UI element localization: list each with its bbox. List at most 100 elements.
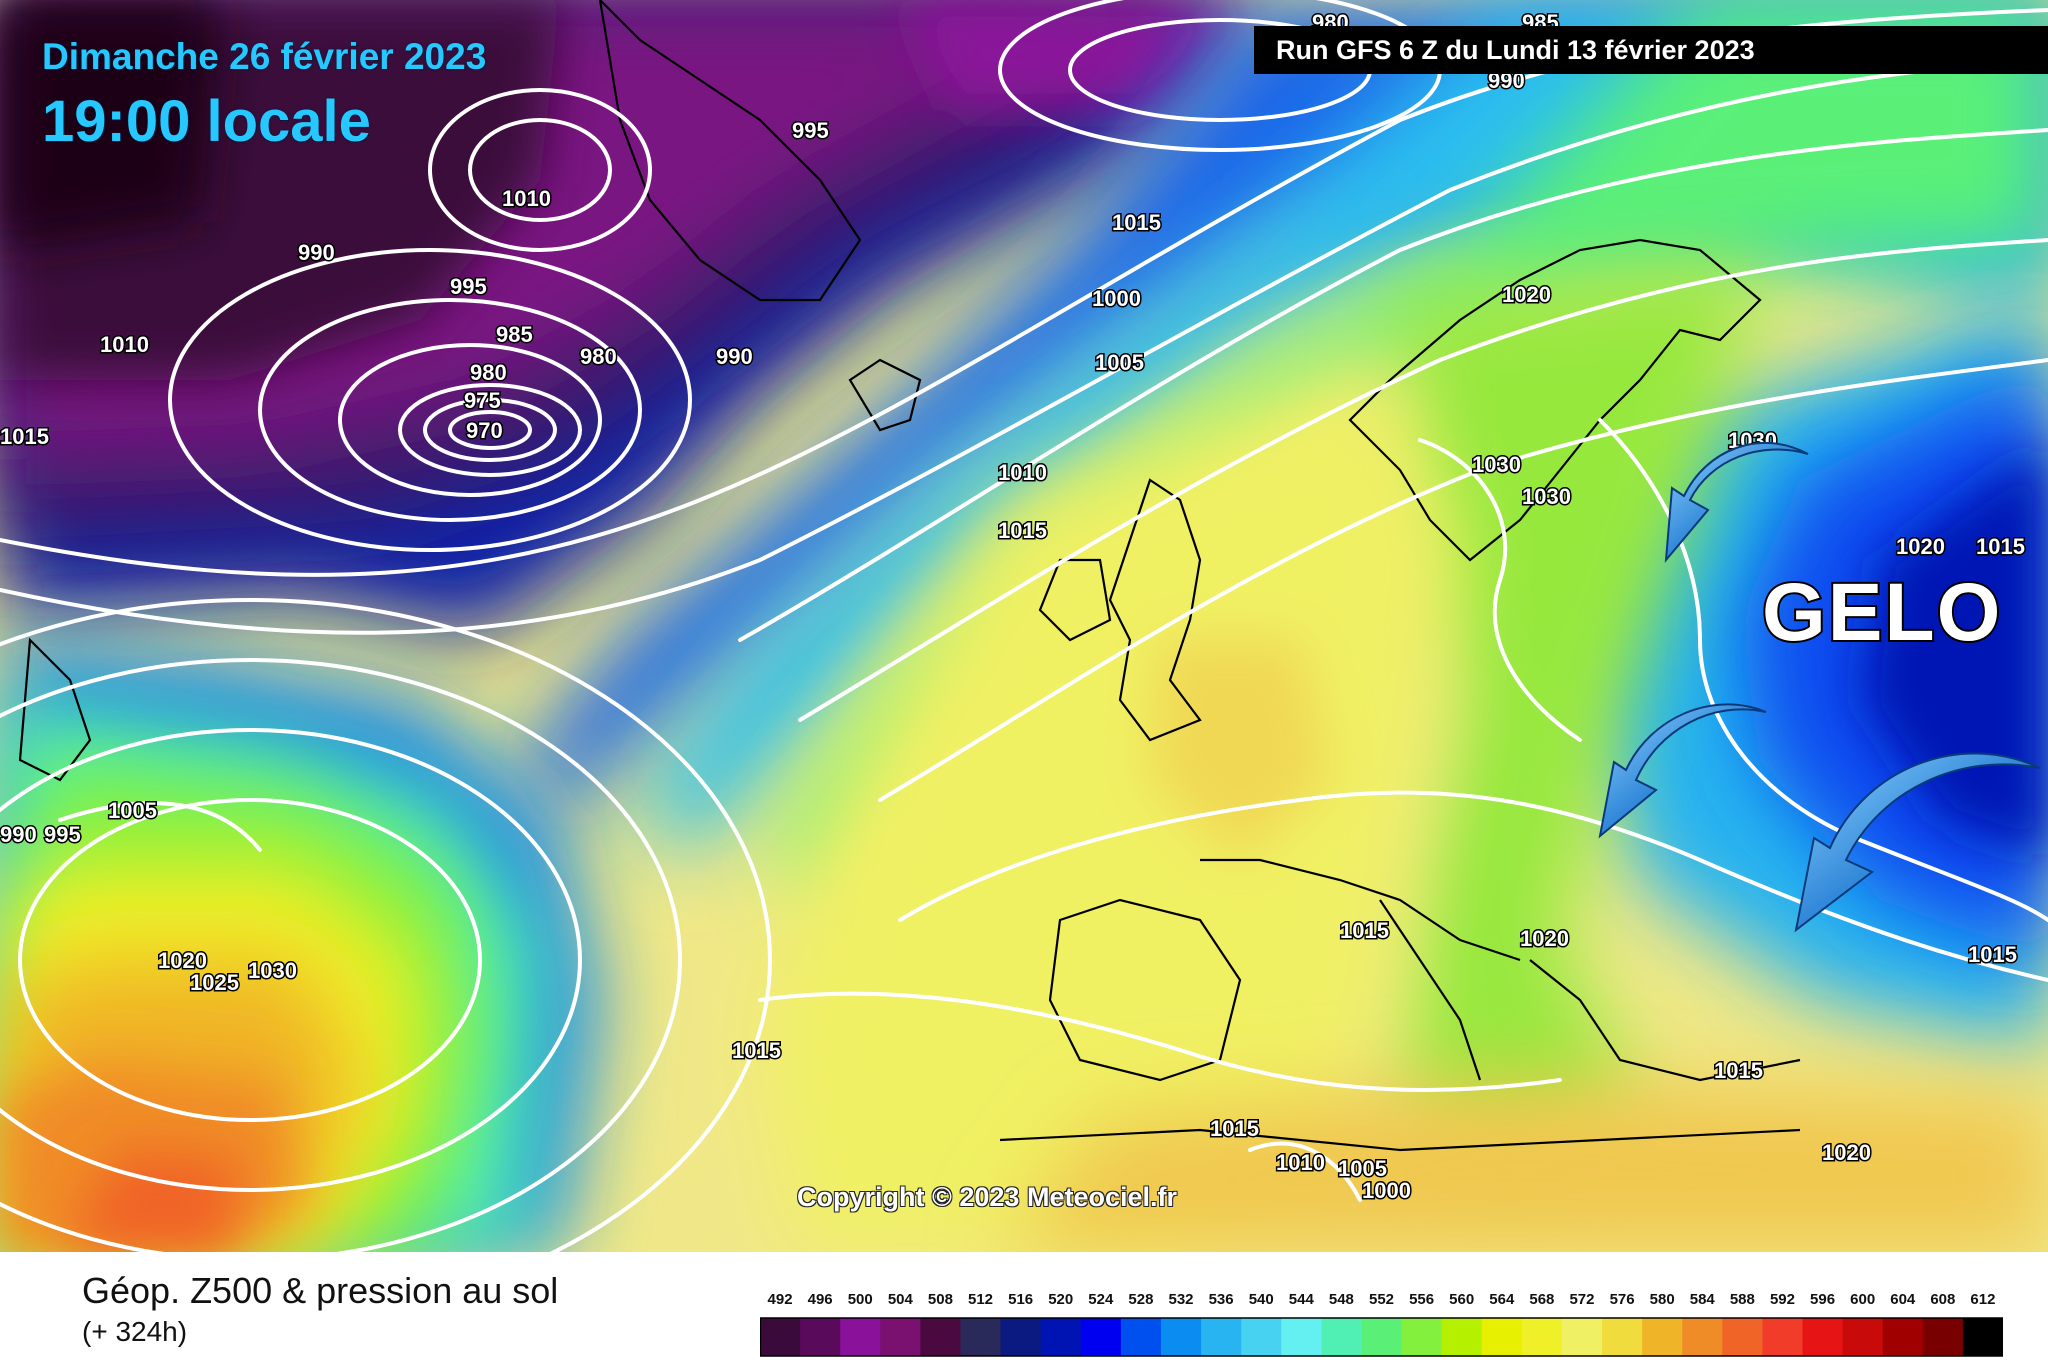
isobar-label: 990 bbox=[298, 240, 335, 265]
isobar-label: 1015 bbox=[1112, 210, 1161, 235]
isobar-label: 1015 bbox=[1340, 918, 1389, 943]
isobar-label: 1015 bbox=[998, 518, 1047, 543]
legend-label: 576 bbox=[1610, 1291, 1635, 1308]
legend-label: 520 bbox=[1048, 1291, 1073, 1308]
legend-swatch bbox=[1241, 1318, 1282, 1356]
cold-air-arrows bbox=[1598, 441, 2041, 933]
legend-swatch bbox=[1802, 1318, 1844, 1356]
legend-swatch bbox=[760, 1318, 801, 1356]
legend-label: 496 bbox=[808, 1291, 833, 1308]
isobar-label: 980 bbox=[580, 344, 617, 369]
legend-label: 540 bbox=[1249, 1291, 1274, 1308]
legend-swatch bbox=[880, 1318, 921, 1356]
isobar-label: 990 bbox=[0, 822, 37, 847]
isobar-label: 995 bbox=[450, 274, 487, 299]
legend-label: 512 bbox=[968, 1291, 993, 1308]
legend-label: 592 bbox=[1770, 1291, 1795, 1308]
legend-label: 568 bbox=[1529, 1291, 1554, 1308]
isobar-label: 1005 bbox=[108, 798, 157, 823]
legend-label: 528 bbox=[1128, 1291, 1153, 1308]
arrow-icon bbox=[1794, 752, 2041, 933]
isobar-label: 1010 bbox=[100, 332, 149, 357]
legend-swatch bbox=[1842, 1318, 1884, 1356]
legend-label: 584 bbox=[1690, 1291, 1716, 1308]
forecast-time: 19:00 locale bbox=[42, 89, 371, 154]
legend-label: 572 bbox=[1569, 1291, 1594, 1308]
legend-swatch bbox=[1361, 1318, 1403, 1356]
isobar-label: 1030 bbox=[1522, 484, 1571, 509]
isobar-label: 1005 bbox=[1338, 1156, 1387, 1181]
legend-swatch bbox=[1080, 1318, 1122, 1356]
legend-label: 596 bbox=[1810, 1291, 1835, 1308]
legend-swatch bbox=[1521, 1318, 1563, 1356]
legend-label: 548 bbox=[1329, 1291, 1354, 1308]
isobar-label: 1015 bbox=[1976, 534, 2025, 559]
isobar-label: 1020 bbox=[1520, 926, 1569, 951]
legend-swatch bbox=[1882, 1318, 1924, 1356]
copyright-notice: Copyright © 2023 Meteociel.fr bbox=[797, 1182, 1177, 1212]
isobar-label: 1015 bbox=[1714, 1058, 1763, 1083]
isobar-label: 1010 bbox=[1276, 1150, 1325, 1175]
forecast-date: Dimanche 26 février 2023 bbox=[42, 36, 487, 77]
footer-forecast-hour: (+ 324h) bbox=[82, 1316, 188, 1347]
isobar-label: 1000 bbox=[1092, 286, 1141, 311]
legend-label: 580 bbox=[1650, 1291, 1675, 1308]
isobar-label: 1015 bbox=[0, 424, 49, 449]
legend-swatch bbox=[1722, 1318, 1763, 1356]
isobar-label: 970 bbox=[466, 418, 503, 443]
gelo-annotation: GELO bbox=[1760, 565, 2003, 660]
legend-swatch bbox=[1201, 1318, 1242, 1356]
isobar-label: 1030 bbox=[248, 958, 297, 983]
isobar-label: 985 bbox=[496, 322, 533, 347]
isobar-label: 1020 bbox=[1502, 282, 1551, 307]
isobar-label: 1025 bbox=[190, 970, 239, 995]
isobar-label: 1000 bbox=[1362, 1178, 1411, 1203]
map-footer: Géop. Z500 & pression au sol (+ 324h) 49… bbox=[0, 1252, 2048, 1364]
legend-label: 516 bbox=[1008, 1291, 1033, 1308]
legend-swatch bbox=[1321, 1318, 1362, 1356]
legend-swatch bbox=[800, 1318, 841, 1356]
legend-swatch bbox=[960, 1318, 1002, 1356]
isobar-label: 995 bbox=[44, 822, 81, 847]
legend-swatch bbox=[1602, 1318, 1643, 1356]
legend-label: 492 bbox=[768, 1291, 793, 1308]
legend-frame bbox=[760, 1317, 2003, 1357]
coastlines bbox=[18, 0, 1801, 1152]
legend-label: 560 bbox=[1449, 1291, 1474, 1308]
legend-label: 524 bbox=[1088, 1291, 1114, 1308]
isobar-label: 1015 bbox=[732, 1038, 781, 1063]
isobar-label: 1010 bbox=[502, 186, 551, 211]
legend-label: 500 bbox=[848, 1291, 873, 1308]
legend-swatch bbox=[1682, 1318, 1723, 1356]
legend-swatch bbox=[1481, 1318, 1523, 1356]
legend-swatch bbox=[1762, 1318, 1804, 1356]
legend-swatch bbox=[1040, 1318, 1082, 1356]
arrow-icon bbox=[1664, 441, 1809, 564]
isobars bbox=[0, 0, 2048, 1252]
legend-label: 556 bbox=[1409, 1291, 1434, 1308]
legend-label: 508 bbox=[928, 1291, 953, 1308]
legend-swatch bbox=[1401, 1318, 1443, 1356]
run-label: Run GFS 6 Z du Lundi 13 février 2023 bbox=[1276, 35, 1755, 65]
legend-label: 588 bbox=[1730, 1291, 1755, 1308]
legend-swatch bbox=[1000, 1318, 1042, 1356]
legend-label: 536 bbox=[1209, 1291, 1234, 1308]
isobar-label: 995 bbox=[792, 118, 829, 143]
color-scale-legend: 492 496 500 504 508 512 516 520 524 528 532 536 540 5… bbox=[760, 1291, 2003, 1357]
legend-label: 564 bbox=[1489, 1291, 1515, 1308]
forecast-map: 980 985 990 995 1010 1000 1005 1010 1015… bbox=[0, 0, 2048, 1252]
legend-swatch bbox=[1642, 1318, 1683, 1356]
legend-label: 504 bbox=[888, 1291, 914, 1308]
isobar-label: 1010 bbox=[998, 460, 1047, 485]
legend-label: 608 bbox=[1930, 1291, 1955, 1308]
legend-swatch bbox=[920, 1318, 961, 1356]
isobar-label: 1030 bbox=[1472, 452, 1521, 477]
isobar-label: 980 bbox=[470, 360, 507, 385]
isobar-label: 1020 bbox=[1896, 534, 1945, 559]
legend-label: 612 bbox=[1970, 1291, 1995, 1308]
isobar-label: 975 bbox=[464, 388, 501, 413]
legend-swatch bbox=[1962, 1318, 2003, 1356]
legend-swatch bbox=[1281, 1318, 1322, 1356]
isobar-label: 1005 bbox=[1095, 350, 1144, 375]
